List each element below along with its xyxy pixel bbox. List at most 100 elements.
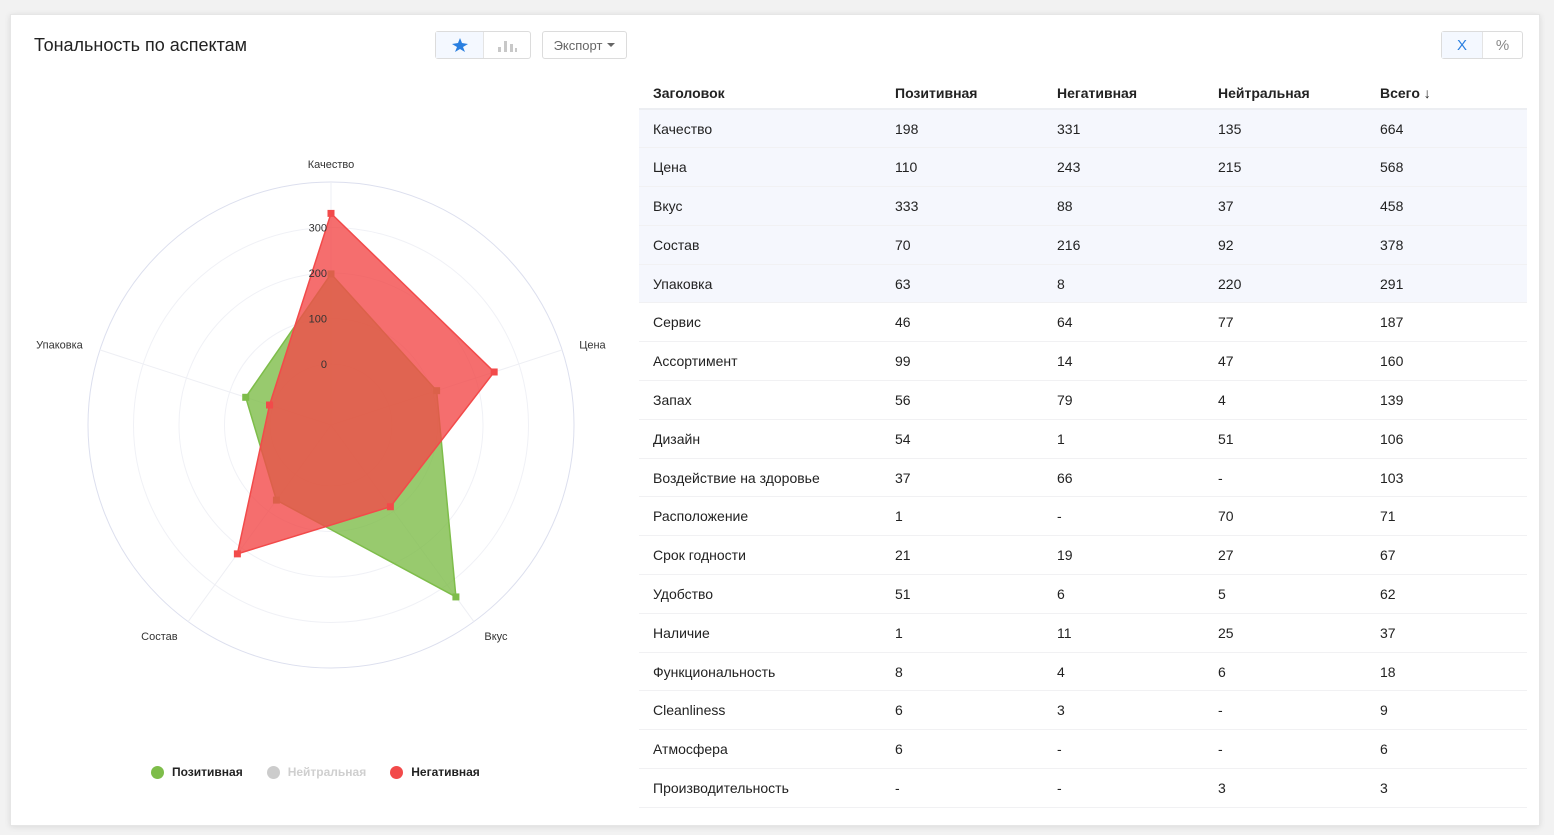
column-header[interactable]: Негативная	[1043, 77, 1204, 110]
aspect-name-cell: Атмосфера	[639, 729, 881, 770]
aspect-name-cell: Cleanliness	[639, 690, 881, 731]
value-cell: 66	[1043, 458, 1204, 498]
radial-tick-label: 100	[309, 314, 327, 326]
value-mode-toggle: X %	[1441, 31, 1523, 59]
aspect-name-cell: Качество	[639, 109, 881, 149]
table-row[interactable]: Функциональность 8 4 6 18	[639, 652, 1527, 692]
value-cell: 568	[1366, 147, 1527, 188]
value-cell: 220	[1204, 264, 1366, 304]
value-cell: 8	[881, 652, 1043, 692]
legend-label: Негативная	[411, 765, 480, 779]
value-cell: 54	[881, 419, 1043, 459]
table-row[interactable]: Ассортимент 99 14 47 160	[639, 341, 1527, 382]
legend-marker	[390, 765, 404, 779]
data-point	[327, 209, 335, 217]
aspect-name-cell: Дизайн	[639, 419, 881, 459]
value-cell: 5	[1204, 574, 1366, 614]
value-cell: 103	[1366, 458, 1527, 498]
value-cell: -	[1043, 496, 1204, 537]
value-cell: 63	[881, 264, 1043, 304]
table-row[interactable]: Вкус 333 88 37 458	[639, 186, 1527, 226]
aspect-name-cell: Ассортимент	[639, 341, 881, 382]
legend-item[interactable]: Негативная	[390, 765, 480, 779]
value-cell: 160	[1366, 341, 1527, 382]
aspects-table-container: Заголовок Позитивная Негативная Нейтральная…	[639, 77, 1527, 808]
table-row[interactable]: Срок годности 21 19 27 67	[639, 535, 1527, 576]
radial-tick-label: 0	[321, 359, 327, 371]
value-cell: 37	[1204, 186, 1366, 226]
table-row[interactable]: Атмосфера 6- -6	[639, 729, 1527, 770]
table-row[interactable]: Расположение 1-70 71	[639, 496, 1527, 537]
legend-label: Позитивная	[172, 765, 243, 779]
legend-marker	[266, 765, 280, 779]
table-row[interactable]: Сервис 46 64 77 187	[639, 302, 1527, 343]
value-cell: 8	[1043, 264, 1204, 304]
value-cell: 198	[881, 109, 1043, 149]
value-cell: 3	[1043, 690, 1204, 731]
aspect-name-cell: Производительность	[639, 768, 881, 808]
aspects-table: Заголовок Позитивная Негативная Нейтральная…	[639, 77, 1527, 808]
value-cell: 458	[1366, 186, 1527, 226]
value-cell: 64	[1043, 302, 1204, 343]
aspect-name-cell: Состав	[639, 225, 881, 265]
value-cell: 99	[881, 341, 1043, 382]
value-cell: 18	[1366, 652, 1527, 692]
value-cell: 25	[1204, 613, 1366, 653]
table-row[interactable]: Удобство 51 6 5 62	[639, 574, 1527, 614]
table-row[interactable]: Упаковка 63 8 220 291	[639, 264, 1527, 304]
value-cell: 27	[1204, 535, 1366, 576]
value-cell: 6	[881, 690, 1043, 731]
data-point	[452, 593, 460, 601]
legend-item[interactable]: Нейтральная	[266, 765, 366, 779]
aspect-name-cell: Воздействие на здоровье	[639, 458, 881, 498]
value-cell: 6	[1366, 729, 1527, 770]
category-label: Качество	[308, 159, 355, 171]
percent-mode-button[interactable]: %	[1482, 32, 1522, 58]
value-cell: 71	[1366, 496, 1527, 537]
chart-type-toggle	[435, 31, 531, 59]
aspect-name-cell: Расположение	[639, 496, 881, 537]
value-cell: 37	[1366, 613, 1527, 653]
bar-chart-button[interactable]	[483, 32, 530, 58]
value-cell: 6	[881, 729, 1043, 770]
legend-item[interactable]: Позитивная	[151, 765, 243, 779]
aspect-name-cell: Запах	[639, 380, 881, 420]
value-cell: -	[1204, 690, 1366, 731]
column-header[interactable]: Заголовок	[639, 77, 881, 110]
value-cell: 1	[881, 613, 1043, 653]
aspect-name-cell: Удобство	[639, 574, 881, 614]
export-label: Экспорт	[553, 37, 603, 53]
value-cell: 139	[1366, 380, 1527, 420]
table-row[interactable]: Цена 110 243 215 568	[639, 147, 1527, 188]
column-header[interactable]: Всего ↓	[1366, 77, 1527, 110]
aspect-name-cell: Сервис	[639, 302, 881, 343]
column-header[interactable]: Нейтральная	[1204, 77, 1366, 110]
value-cell: 1	[1043, 419, 1204, 459]
category-label: Вкус	[484, 631, 508, 643]
column-header[interactable]: Позитивная	[881, 77, 1043, 110]
table-row[interactable]: Наличие 1 11 25 37	[639, 613, 1527, 653]
value-cell: 37	[881, 458, 1043, 498]
value-cell: 106	[1366, 419, 1527, 459]
value-cell: 88	[1043, 186, 1204, 226]
value-cell: 187	[1366, 302, 1527, 343]
value-cell: 67	[1366, 535, 1527, 576]
table-row[interactable]: Состав 70 216 92 378	[639, 225, 1527, 265]
value-cell: 79	[1043, 380, 1204, 420]
table-row[interactable]: Cleanliness 6 3-9	[639, 690, 1527, 731]
table-row[interactable]: Производительность - -3 3	[639, 768, 1527, 808]
data-point	[266, 401, 274, 409]
value-cell: 70	[1204, 496, 1366, 537]
value-cell: 46	[881, 302, 1043, 343]
table-row[interactable]: Качество 198 331 135 664	[639, 109, 1527, 149]
table-row[interactable]: Воздействие на здоровье 37 66-103	[639, 458, 1527, 498]
aspect-name-cell: Функциональность	[639, 652, 881, 692]
value-cell: 664	[1366, 109, 1527, 149]
value-cell: 6	[1043, 574, 1204, 614]
table-row[interactable]: Дизайн 54 1 51 106	[639, 419, 1527, 459]
radar-chart-button[interactable]	[436, 32, 483, 58]
count-mode-button[interactable]: X	[1442, 32, 1482, 58]
export-dropdown[interactable]: Экспорт	[542, 31, 627, 59]
table-row[interactable]: Запах 56 79 4 139	[639, 380, 1527, 420]
radar-chart-icon	[451, 38, 468, 52]
